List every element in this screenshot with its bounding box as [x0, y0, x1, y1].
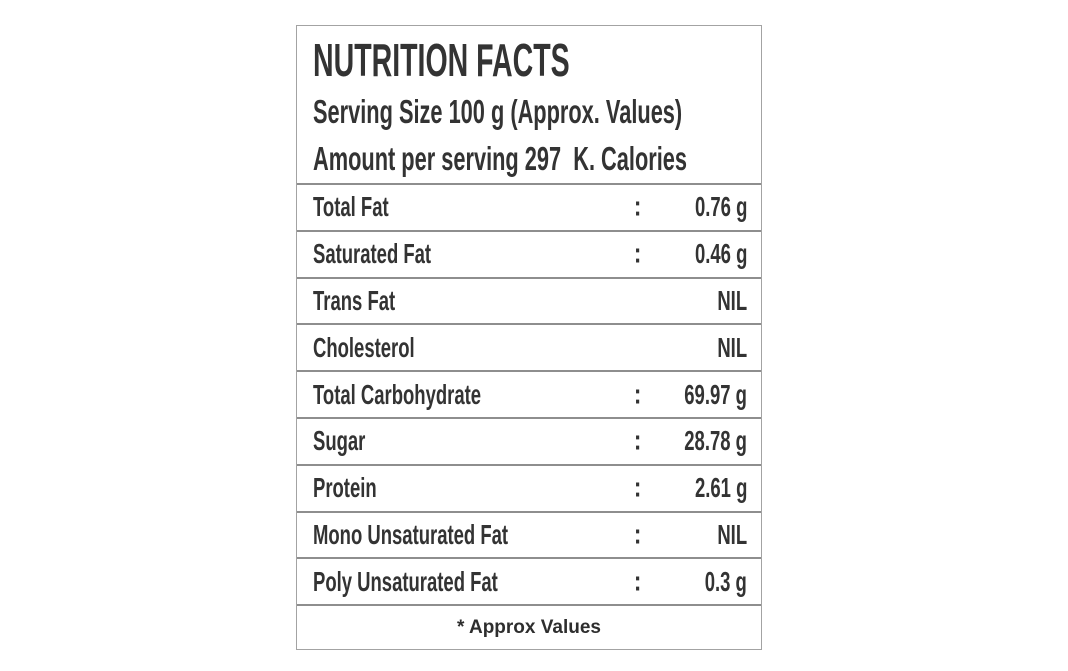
amount-per-serving-text: Amount per serving 297 K. Calories — [313, 140, 688, 177]
serving-size-line: Serving Size 100 g (Approx. Values) — [313, 88, 745, 135]
nutrient-value: NIL — [717, 284, 747, 316]
nutrient-value: 0.3 g — [704, 565, 747, 597]
nutrient-row-cholesterol: Cholesterol NIL — [297, 323, 761, 370]
nutrition-facts-label: NUTRITION FACTS Serving Size 100 g (Appr… — [296, 25, 762, 650]
nutrient-colon: : — [633, 377, 642, 409]
footnote-text: * Approx Values — [457, 617, 601, 639]
nutrient-name: Sugar — [313, 425, 366, 457]
nutrient-name: Protein — [313, 472, 377, 504]
nutrient-row-protein: Protein : 2.61 g — [297, 463, 761, 511]
label-title-text: NUTRITION FACTS — [313, 34, 570, 86]
nutrient-value: 28.78 g — [684, 425, 747, 457]
nutrient-colon: : — [633, 190, 642, 222]
nutrient-colon: : — [633, 471, 642, 503]
serving-size-text: Serving Size 100 g (Approx. Values) — [313, 93, 683, 130]
nutrient-colon: : — [633, 237, 642, 269]
nutrient-name: Saturated Fat — [313, 238, 432, 270]
nutrient-name: Poly Unsaturated Fat — [313, 565, 498, 597]
label-header: NUTRITION FACTS Serving Size 100 g (Appr… — [297, 26, 761, 183]
nutrient-row-poly-unsaturated-fat: Poly Unsaturated Fat : 0.3 g — [297, 557, 761, 604]
nutrient-value: NIL — [717, 331, 747, 363]
nutrient-value: NIL — [717, 518, 747, 550]
nutrient-name: Total Fat — [313, 191, 389, 223]
nutrient-name: Trans Fat — [313, 284, 396, 316]
nutrient-value: 0.46 g — [694, 238, 747, 270]
nutrient-name: Total Carbohydrate — [313, 378, 482, 410]
nutrient-name: Cholesterol — [313, 331, 415, 363]
nutrient-row-saturated-fat: Saturated Fat : 0.46 g — [297, 229, 761, 277]
nutrient-colon: : — [633, 565, 642, 597]
label-title: NUTRITION FACTS — [313, 32, 745, 88]
nutrient-value: 69.97 g — [684, 378, 747, 410]
nutrient-colon: : — [633, 424, 642, 456]
nutrient-colon: : — [633, 518, 642, 550]
amount-per-serving-line: Amount per serving 297 K. Calories — [313, 135, 745, 182]
nutrient-row-total-fat: Total Fat : 0.76 g — [297, 183, 761, 230]
nutrient-row-mono-unsaturated-fat: Mono Unsaturated Fat : NIL — [297, 510, 761, 558]
nutrient-row-total-carbohydrate: Total Carbohydrate : 69.97 g — [297, 370, 761, 417]
footnote: * Approx Values — [297, 604, 761, 650]
nutrient-name: Mono Unsaturated Fat — [313, 518, 509, 550]
nutrient-row-sugar: Sugar : 28.78 g — [297, 416, 761, 464]
nutrient-value: 2.61 g — [694, 472, 747, 504]
nutrient-row-trans-fat: Trans Fat NIL — [297, 276, 761, 324]
nutrient-value: 0.76 g — [694, 191, 747, 223]
